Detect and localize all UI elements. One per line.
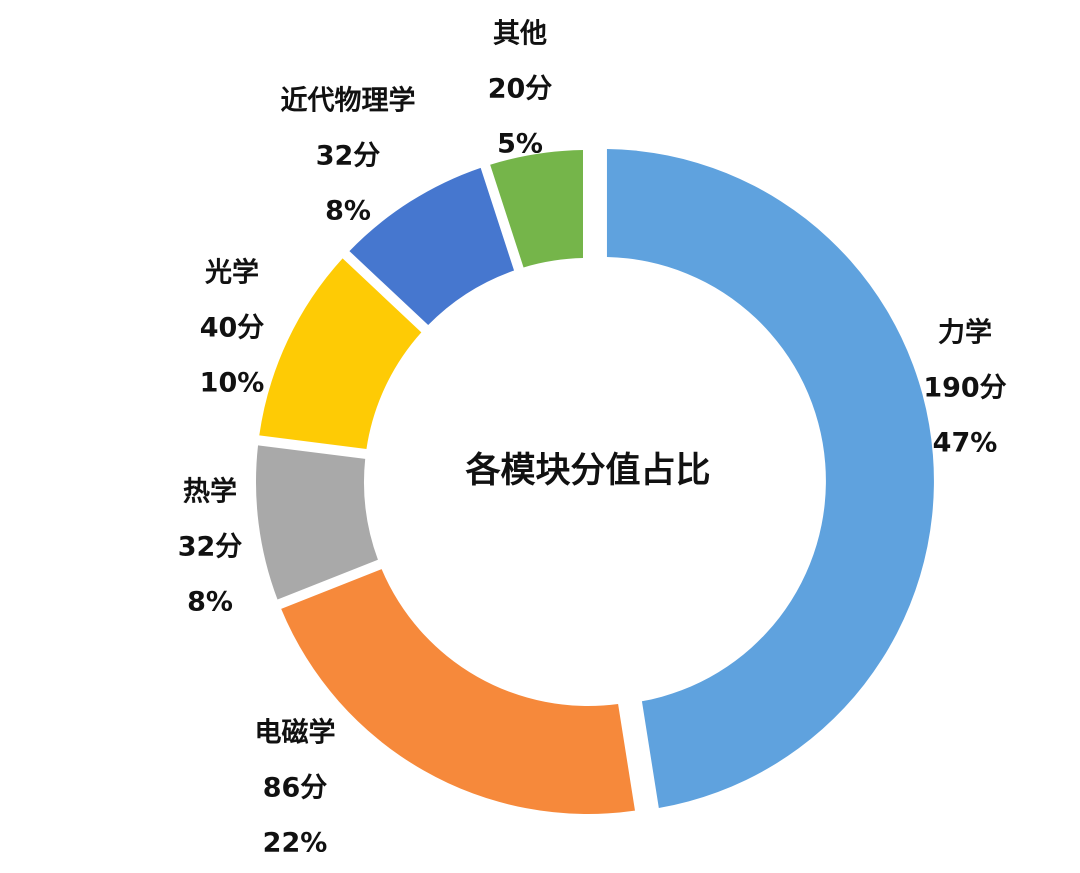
- label-thermodynamics-category: 热学: [183, 476, 237, 508]
- label-other-value: 20分: [488, 74, 553, 105]
- chart-title: 各模块分值占比: [464, 450, 710, 491]
- label-optics-value: 40分: [200, 313, 265, 344]
- label-modern-physics-percent: 8%: [325, 196, 371, 227]
- label-other-category: 其他: [493, 19, 547, 50]
- slice-electromagnetism: [281, 569, 635, 814]
- label-modern-physics-value: 32分: [316, 141, 381, 172]
- label-thermodynamics-percent: 8%: [187, 587, 233, 618]
- label-other-percent: 5%: [497, 129, 543, 160]
- label-electromagnetism-value: 86分: [263, 773, 328, 804]
- label-thermodynamics-value: 32分: [178, 532, 243, 563]
- label-modern-physics-category: 近代物理学: [281, 85, 416, 117]
- label-mechanics-category: 力学: [938, 317, 992, 349]
- label-mechanics-percent: 47%: [933, 428, 998, 459]
- label-mechanics-value: 190分: [923, 373, 1006, 404]
- slice-thermodynamics: [256, 445, 378, 599]
- label-optics-percent: 10%: [200, 368, 265, 399]
- label-electromagnetism-category: 电磁学: [255, 717, 336, 749]
- label-optics-category: 光学: [204, 257, 259, 289]
- label-electromagnetism-percent: 22%: [263, 828, 328, 859]
